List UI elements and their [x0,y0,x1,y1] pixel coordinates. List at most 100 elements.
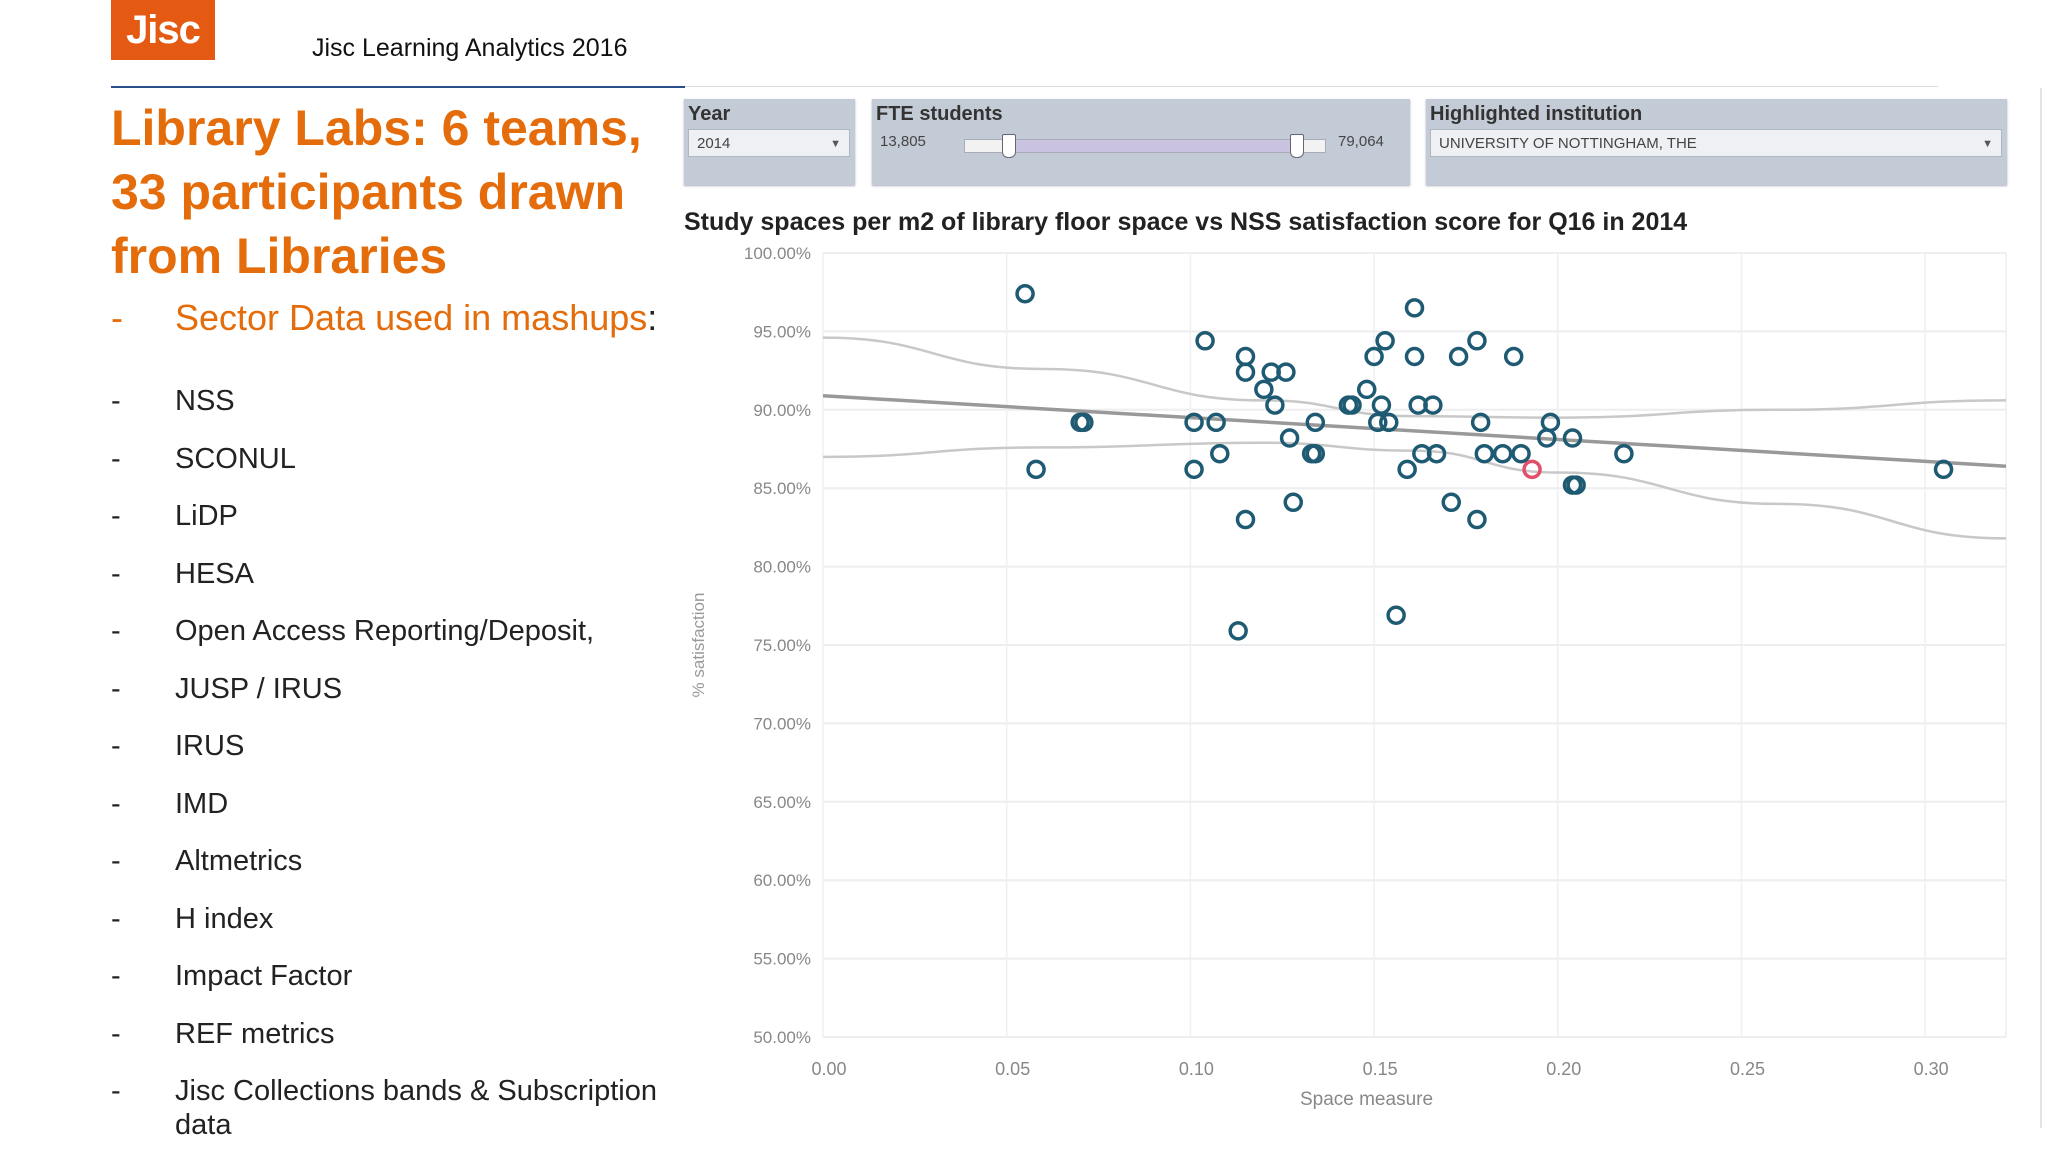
data-source-list: - Sector Data used in mashups: - NSS - SCON… [111,296,681,1142]
bullet-dash: - [111,500,121,532]
lead-bullet: - Sector Data used in mashups: [111,296,681,384]
bullet-text: IRUS [175,730,245,762]
fte-min-handle[interactable] [1002,134,1017,158]
x-tick-label: 0.05 [995,1059,1030,1079]
y-tick-label: 75.00% [753,636,811,655]
scatter-chart: 100.00% 95.00% 90.00% 85.00% 80.00% 75.00% 70.… [689,244,2007,1110]
x-tick-label: 0.15 [1363,1059,1398,1079]
list-item: - Impact Factor [111,959,681,1017]
bullet-dash: - [111,615,121,647]
list-item: - SCONUL [111,442,681,500]
bullet-dash: - [111,845,121,877]
bullet-text: Open Access Reporting/Deposit, [175,615,595,647]
data-point [1283,492,1304,513]
chevron-down-icon: ▼ [1982,138,1993,150]
bullet-text: Jisc Collections bands & Subscription da… [175,1075,657,1141]
bullet-dash: - [111,672,121,705]
x-axis-label: Space measure [1300,1089,1433,1110]
data-point [1375,331,1395,351]
y-tick-label: 85.00% [753,479,811,498]
header-divider-grey [685,86,1938,87]
y-tick-label: 55.00% [753,950,811,969]
data-point [1228,621,1248,641]
bullet-dash: - [111,557,121,590]
logo-text: Jisc [126,7,201,52]
data-point [1474,443,1495,464]
institution-label: Highlighted institution [1430,103,1643,125]
x-tick-label: 0.25 [1730,1059,1765,1079]
lead-colon: : [647,297,658,338]
data-point [1184,459,1204,480]
list-item: - HESA [111,557,681,615]
data-point [1933,459,1954,480]
confidence-band-upper [822,336,2007,419]
bullet-dash: - [111,960,121,992]
trend-line [822,393,2007,468]
chart-title: Study spaces per m2 of library floor spa… [684,208,1688,236]
data-point [1305,412,1326,433]
data-point [1026,459,1046,480]
fte-max-value: 79,064 [1338,133,1384,150]
list-item: - IMD [111,787,681,845]
data-point [1404,346,1425,367]
bullet-text: JUSP / IRUS [175,672,343,705]
data-point [1371,395,1392,415]
fte-min-value: 13,805 [880,133,926,150]
bullet-text: Altmetrics [175,845,303,877]
year-value: 2014 [697,135,731,152]
bullet-text: IMD [175,787,229,820]
header-divider [111,86,685,88]
data-point [1305,443,1326,464]
data-point [1423,395,1443,415]
data-point [1342,395,1362,415]
y-tick-label: 70.00% [753,714,811,733]
fte-max-handle[interactable] [1290,134,1305,158]
data-point [1492,443,1513,464]
data-point [1254,379,1274,400]
y-tick-label: 95.00% [753,322,811,341]
list-item: - Altmetrics [111,844,681,902]
data-point [1537,428,1557,448]
year-dropdown[interactable]: 2014 ▼ [688,129,850,157]
x-tick-label: 0.30 [1914,1059,1949,1079]
data-point [1614,443,1634,464]
data-point [1503,346,1524,367]
y-tick-label: 90.00% [753,401,811,420]
highlighted-data-point [1522,459,1542,480]
bullet-dash: - [111,902,121,935]
bullet-dash: - [111,1017,121,1050]
data-point [1210,443,1230,464]
data-point [1279,428,1300,448]
data-point [1276,362,1296,382]
data-point [1467,509,1487,530]
bullet-dash: - [111,730,121,762]
data-point [1235,362,1256,382]
bullet-text: SCONUL [175,442,296,475]
list-item: - Open Access Reporting/Deposit, [111,614,681,672]
y-tick-label: 100.00% [744,244,811,263]
bullet-dash: - [111,442,121,475]
data-point [1184,412,1204,433]
data-point [1511,443,1531,464]
bullet-dash: - [111,297,123,338]
list-item: - H index [111,902,681,960]
slide-title: Library Labs: 6 teams, 33 participants d… [111,100,642,284]
y-tick-label: 50.00% [753,1028,811,1047]
fte-range-slider[interactable] [964,134,1326,158]
lead-bullet-text: Sector Data used in mashups [175,297,648,338]
data-point [1206,412,1226,433]
bullet-text: H index [175,902,274,935]
data-point [1379,412,1399,433]
data-point [1467,331,1487,351]
bullet-text: REF metrics [175,1017,335,1050]
institution-dropdown[interactable]: UNIVERSITY OF NOTTINGHAM, THE ▼ [1430,129,2002,157]
fte-label: FTE students [876,103,1003,125]
right-edge-divider [2040,88,2042,1128]
list-item: - REF metrics [111,1017,681,1075]
confidence-band-lower [822,441,2007,540]
data-point [1074,412,1094,433]
fte-range-fill [1008,140,1297,152]
data-point [1195,331,1215,351]
data-point [1566,475,1586,495]
data-point [1448,346,1469,367]
